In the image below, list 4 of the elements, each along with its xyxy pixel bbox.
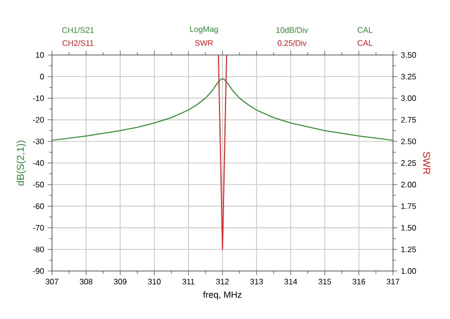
y-axis-title: dB(S(2,1)) — [16, 140, 26, 186]
y2-axis-title: SWR — [423, 152, 430, 174]
line-series — [52, 78, 394, 141]
x-axis-title: freq, MHz — [203, 291, 242, 300]
